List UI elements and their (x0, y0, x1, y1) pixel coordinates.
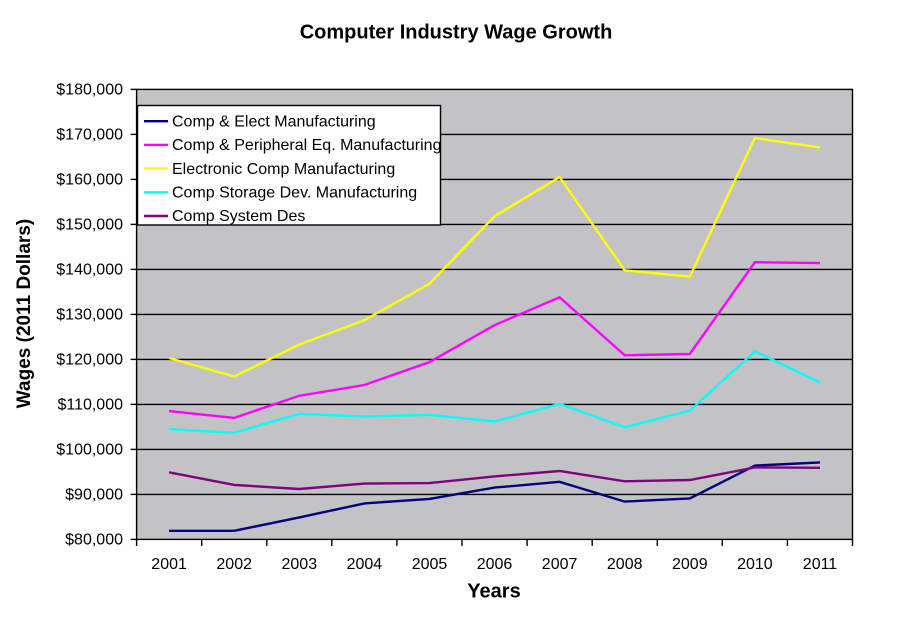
svg-text:2003: 2003 (282, 556, 318, 573)
svg-text:2001: 2001 (151, 556, 187, 573)
svg-text:Computer Industry Wage Growth: Computer Industry Wage Growth (300, 22, 613, 44)
svg-text:2008: 2008 (607, 556, 643, 573)
svg-text:$110,000: $110,000 (57, 397, 123, 414)
svg-text:$100,000: $100,000 (56, 442, 123, 459)
svg-text:$180,000: $180,000 (56, 82, 123, 99)
svg-text:Wages (2011 Dollars): Wages (2011 Dollars) (14, 219, 35, 408)
svg-text:2002: 2002 (216, 556, 252, 573)
svg-text:$130,000: $130,000 (56, 307, 123, 324)
svg-text:Comp Storage Dev. Manufacturin: Comp Storage Dev. Manufacturing (172, 185, 417, 202)
svg-text:Comp & Peripheral Eq. Manufact: Comp & Peripheral Eq. Manufacturing (172, 137, 441, 154)
svg-text:Comp & Elect Manufacturing: Comp & Elect Manufacturing (172, 113, 376, 130)
svg-text:2007: 2007 (542, 556, 578, 573)
svg-text:Comp System Des: Comp System Des (172, 208, 305, 225)
svg-text:$170,000: $170,000 (56, 127, 123, 144)
svg-text:$90,000: $90,000 (65, 487, 123, 504)
svg-text:2006: 2006 (477, 556, 513, 573)
svg-text:2004: 2004 (347, 556, 383, 573)
svg-text:$120,000: $120,000 (56, 352, 123, 369)
svg-text:Years: Years (467, 580, 520, 602)
svg-text:$150,000: $150,000 (56, 217, 123, 234)
svg-text:$140,000: $140,000 (56, 262, 123, 279)
svg-text:2009: 2009 (672, 556, 708, 573)
svg-text:2010: 2010 (737, 556, 773, 573)
svg-text:Electronic Comp Manufacturing: Electronic Comp Manufacturing (172, 161, 395, 178)
svg-text:$160,000: $160,000 (56, 172, 123, 189)
svg-text:2005: 2005 (412, 556, 448, 573)
svg-text:$80,000: $80,000 (65, 532, 123, 549)
svg-text:2011: 2011 (803, 556, 838, 573)
